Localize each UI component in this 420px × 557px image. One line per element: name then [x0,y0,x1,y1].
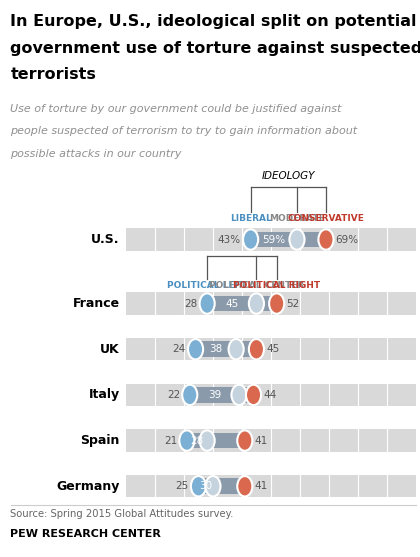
Bar [190,387,254,403]
Text: 41: 41 [255,436,268,446]
Text: POLITICAL LEFT: POLITICAL LEFT [167,281,247,290]
Bar [126,338,416,360]
Text: Spain: Spain [80,434,120,447]
Bar [126,429,416,452]
Bar [207,296,277,311]
Bar [196,341,257,357]
Text: 52: 52 [286,299,299,309]
Bar [126,292,416,315]
Ellipse shape [249,339,264,359]
Text: terrorists: terrorists [10,67,96,82]
Ellipse shape [289,229,304,250]
Ellipse shape [231,385,247,405]
Bar [126,228,416,251]
Text: POLITICAL RIGHT: POLITICAL RIGHT [233,281,320,290]
Text: 24: 24 [173,344,186,354]
Text: 44: 44 [263,390,276,400]
Ellipse shape [246,385,261,405]
Text: MODERATE: MODERATE [269,214,325,223]
Text: 25: 25 [176,481,189,491]
Text: PEW RESEARCH CENTER: PEW RESEARCH CENTER [10,529,161,539]
Text: POLITICAL CENTER: POLITICAL CENTER [209,281,304,290]
Text: 45: 45 [225,299,239,309]
Text: 38: 38 [209,344,223,354]
Ellipse shape [205,476,220,496]
Text: Use of torture by our government could be justified against: Use of torture by our government could b… [10,104,342,114]
Text: IDEOLOGY: IDEOLOGY [262,171,315,181]
Text: 43%: 43% [218,234,241,245]
Text: people suspected of terrorism to try to gain information about: people suspected of terrorism to try to … [10,126,357,136]
Text: UK: UK [100,343,120,356]
Text: 28: 28 [184,299,197,309]
Ellipse shape [249,294,264,314]
Bar [126,475,416,497]
Bar [251,232,326,247]
Bar [126,384,416,406]
Bar [199,478,245,494]
Ellipse shape [188,339,203,359]
Text: 69%: 69% [336,234,359,245]
Text: 41: 41 [255,481,268,491]
Ellipse shape [269,294,284,314]
Ellipse shape [200,294,215,314]
Text: 30: 30 [199,481,212,491]
Text: Germany: Germany [56,480,120,493]
Ellipse shape [179,431,194,451]
Text: In Europe, U.S., ideological split on potential: In Europe, U.S., ideological split on po… [10,14,417,29]
Text: France: France [73,297,120,310]
Ellipse shape [182,385,197,405]
Text: 28: 28 [190,436,204,446]
Ellipse shape [243,229,258,250]
Ellipse shape [191,476,206,496]
Text: government use of torture against suspected: government use of torture against suspec… [10,41,420,56]
Text: 21: 21 [164,436,177,446]
Text: LIBERAL: LIBERAL [230,214,271,223]
Ellipse shape [228,339,244,359]
Text: 59%: 59% [262,234,285,245]
Text: Source: Spring 2015 Global Attitudes survey.: Source: Spring 2015 Global Attitudes sur… [10,509,234,519]
Text: 22: 22 [167,390,180,400]
Text: 39: 39 [208,390,221,400]
Ellipse shape [237,476,252,496]
Text: Italy: Italy [89,388,120,402]
Bar [187,433,245,448]
Text: possible attacks in our country: possible attacks in our country [10,149,182,159]
Text: U.S.: U.S. [91,233,120,246]
Ellipse shape [318,229,333,250]
Text: CONSERVATIVE: CONSERVATIVE [288,214,365,223]
Ellipse shape [200,431,215,451]
Ellipse shape [237,431,252,451]
Text: 45: 45 [266,344,279,354]
